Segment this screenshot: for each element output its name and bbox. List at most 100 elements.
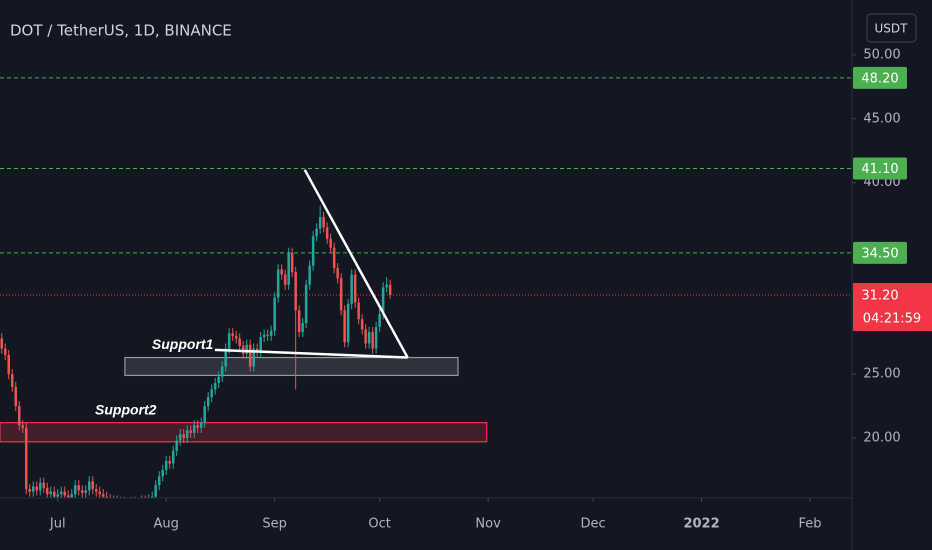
candle-body xyxy=(14,386,18,407)
y-tick-label: 20.00 xyxy=(863,430,900,445)
candle-body xyxy=(332,247,336,269)
candle-body xyxy=(304,284,308,324)
x-tick-label: 2022 xyxy=(683,517,719,532)
candle-body xyxy=(91,481,94,490)
currency-button[interactable] xyxy=(866,13,917,43)
candle-body xyxy=(17,406,21,426)
candle-body xyxy=(157,476,161,486)
candle-body xyxy=(283,274,287,285)
candle-body xyxy=(245,344,248,354)
candle-body xyxy=(357,302,360,320)
candle-body xyxy=(374,326,378,349)
candle-body xyxy=(276,269,280,298)
candle-body xyxy=(325,227,329,239)
level-badge xyxy=(853,66,907,89)
candle-body xyxy=(161,469,164,477)
zone xyxy=(0,422,488,443)
candle-body xyxy=(217,376,220,384)
candle-body xyxy=(329,238,332,248)
candle-body xyxy=(94,489,98,492)
candle-body xyxy=(262,334,266,338)
candle-body xyxy=(52,491,56,497)
candle-body xyxy=(10,374,14,387)
candle-body xyxy=(199,422,203,428)
candle-body xyxy=(73,485,77,495)
currency-label[interactable]: USDT xyxy=(875,22,909,36)
candle-body xyxy=(346,303,350,343)
candle-body xyxy=(105,496,108,498)
candle-body xyxy=(213,383,217,390)
trendline xyxy=(303,169,409,359)
countdown: 04:21:59 xyxy=(863,311,921,326)
candle-body xyxy=(164,460,168,470)
candle-body xyxy=(178,434,182,441)
candle-body xyxy=(234,335,238,339)
last-price-badge xyxy=(853,282,932,331)
candle-body xyxy=(24,427,28,490)
candle-body xyxy=(280,269,283,275)
candle-body xyxy=(45,487,49,495)
candle-body xyxy=(308,265,311,285)
candle-body xyxy=(290,252,294,272)
candle-body xyxy=(192,425,196,433)
candle-body xyxy=(238,338,241,347)
candle-body xyxy=(252,348,255,367)
candle-body xyxy=(77,485,80,491)
candle-body xyxy=(367,332,371,344)
candle-body xyxy=(364,329,367,344)
candle-body xyxy=(28,489,32,492)
candle-body xyxy=(266,334,269,336)
candle-body xyxy=(206,397,210,407)
candle-body xyxy=(350,274,353,304)
candle-body xyxy=(3,348,7,355)
candle-body xyxy=(269,330,273,336)
x-tick-label: Sep xyxy=(262,517,287,532)
candle-body xyxy=(273,297,276,331)
candle-body xyxy=(56,494,59,497)
candle-body xyxy=(318,217,322,229)
candle-body xyxy=(287,252,290,285)
x-tick-label: Nov xyxy=(475,517,501,532)
candle-body xyxy=(59,491,63,495)
candle-body xyxy=(203,406,206,423)
candle-body xyxy=(101,494,105,497)
candle-body xyxy=(42,482,45,488)
candle-body xyxy=(381,287,385,315)
x-tick-label: Aug xyxy=(154,517,179,532)
candle-body xyxy=(227,333,231,349)
zone-label: Support1 xyxy=(152,336,214,352)
candle-body xyxy=(224,348,227,367)
candle-body xyxy=(339,278,343,311)
level-label: 48.20 xyxy=(861,71,898,86)
last-price-label: 31.20 xyxy=(861,288,898,303)
candle-body xyxy=(301,323,304,332)
candle-body xyxy=(70,494,73,498)
candle-body xyxy=(322,217,325,228)
x-tick-label: Jul xyxy=(49,517,66,532)
candle-body xyxy=(182,434,185,438)
candle-body xyxy=(371,332,374,349)
candle-body xyxy=(66,495,70,498)
candle-body xyxy=(360,319,364,330)
candle-body xyxy=(297,310,301,332)
y-tick-label: 50.00 xyxy=(863,47,900,62)
trendline xyxy=(214,348,408,359)
candle-body xyxy=(154,485,157,497)
candle-body xyxy=(294,271,297,311)
candle-body xyxy=(259,337,262,353)
candle-body xyxy=(175,440,178,451)
level-badge xyxy=(853,241,907,264)
candle-body xyxy=(80,490,84,493)
candle-body xyxy=(196,425,199,428)
candle-body xyxy=(388,284,392,295)
candle-body xyxy=(231,333,234,336)
candle-body xyxy=(63,491,66,496)
candle-body xyxy=(150,496,154,498)
level-badge xyxy=(853,157,907,180)
candle-body xyxy=(98,491,101,495)
x-tick-label: Dec xyxy=(580,517,605,532)
candle-body xyxy=(385,284,388,288)
candle-body xyxy=(189,430,192,433)
